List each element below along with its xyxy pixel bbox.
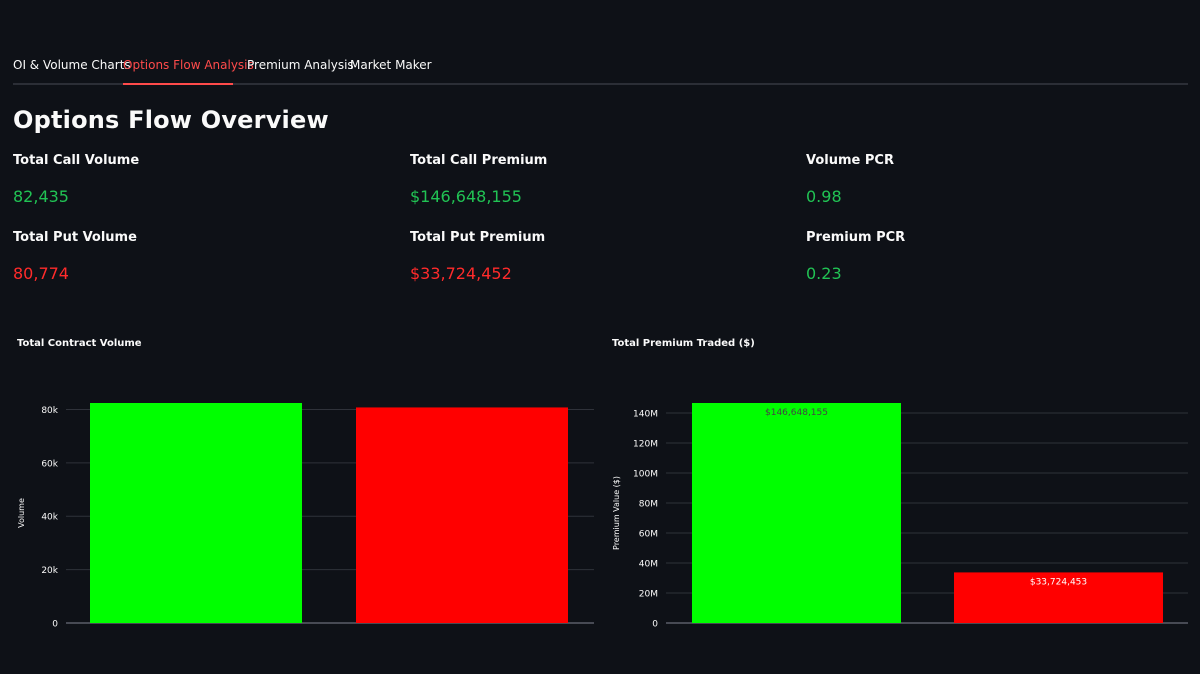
- y-tick-label: 60M: [639, 529, 658, 539]
- y-tick-label: 100M: [633, 469, 658, 479]
- tab-oi-volume-charts[interactable]: OI & Volume Charts: [13, 58, 131, 72]
- bar: [90, 403, 302, 623]
- y-tick-label: 40M: [639, 559, 658, 569]
- chart-title-premium-traded: Total Premium Traded ($): [612, 338, 755, 349]
- metric-premium-pcr: Premium PCR 0.23: [806, 230, 905, 283]
- metric-total-put-premium: Total Put Premium $33,724,452: [410, 230, 545, 283]
- bar: [954, 572, 1163, 623]
- metric-value: $33,724,452: [410, 264, 512, 283]
- y-tick-label: 80k: [41, 406, 58, 416]
- y-tick-label: 140M: [633, 409, 658, 419]
- metric-value: $146,648,155: [410, 187, 522, 206]
- page-title: Options Flow Overview: [13, 106, 329, 134]
- bar: [356, 407, 568, 623]
- y-tick-label: 120M: [633, 439, 658, 449]
- metric-label: Total Call Volume: [13, 153, 140, 168]
- metric-value: 80,774: [13, 264, 69, 283]
- metric-value: 82,435: [13, 187, 69, 206]
- metric-total-call-volume: Total Call Volume 82,435: [13, 153, 139, 206]
- metric-total-put-volume: Total Put Volume 80,774: [13, 230, 137, 283]
- y-tick-label: 40k: [41, 513, 58, 523]
- chart-title-contract-volume: Total Contract Volume: [17, 338, 142, 349]
- metric-label: Premium PCR: [806, 230, 906, 245]
- tab-options-flow-analysis[interactable]: Options Flow Analysis: [123, 58, 254, 72]
- metric-label: Volume PCR: [806, 153, 894, 168]
- bar: [692, 403, 901, 623]
- y-tick-label: 20M: [639, 589, 658, 599]
- metric-volume-pcr: Volume PCR 0.98: [806, 153, 894, 206]
- metric-label: Total Put Volume: [13, 230, 137, 245]
- y-tick-label: 60k: [41, 459, 58, 469]
- metric-value: 0.98: [806, 187, 842, 206]
- metric-label: Total Put Premium: [410, 230, 546, 245]
- y-axis-title: Volume: [17, 498, 26, 528]
- y-tick-label: 80M: [639, 499, 658, 509]
- tab-bar: OI & Volume Charts Options Flow Analysis…: [13, 50, 1188, 85]
- bar-data-label: $146,648,155: [765, 408, 828, 418]
- bar-data-label: $33,724,453: [1030, 577, 1087, 587]
- y-axis-title: Premium Value ($): [612, 476, 621, 550]
- contract-volume-chart: 0 20k 40k 60k 80k Volume: [17, 403, 594, 630]
- metric-value: 0.23: [806, 264, 842, 283]
- y-tick-label: 0: [52, 620, 58, 630]
- metric-total-call-premium: Total Call Premium $146,648,155: [410, 153, 547, 206]
- y-tick-label: 20k: [41, 566, 58, 576]
- tab-market-maker[interactable]: Market Maker: [350, 58, 432, 72]
- tab-premium-analysis[interactable]: Premium Analysis: [247, 58, 354, 72]
- active-tab-indicator: [123, 83, 233, 85]
- y-tick-label: 0: [652, 620, 658, 630]
- metric-label: Total Call Premium: [410, 153, 548, 168]
